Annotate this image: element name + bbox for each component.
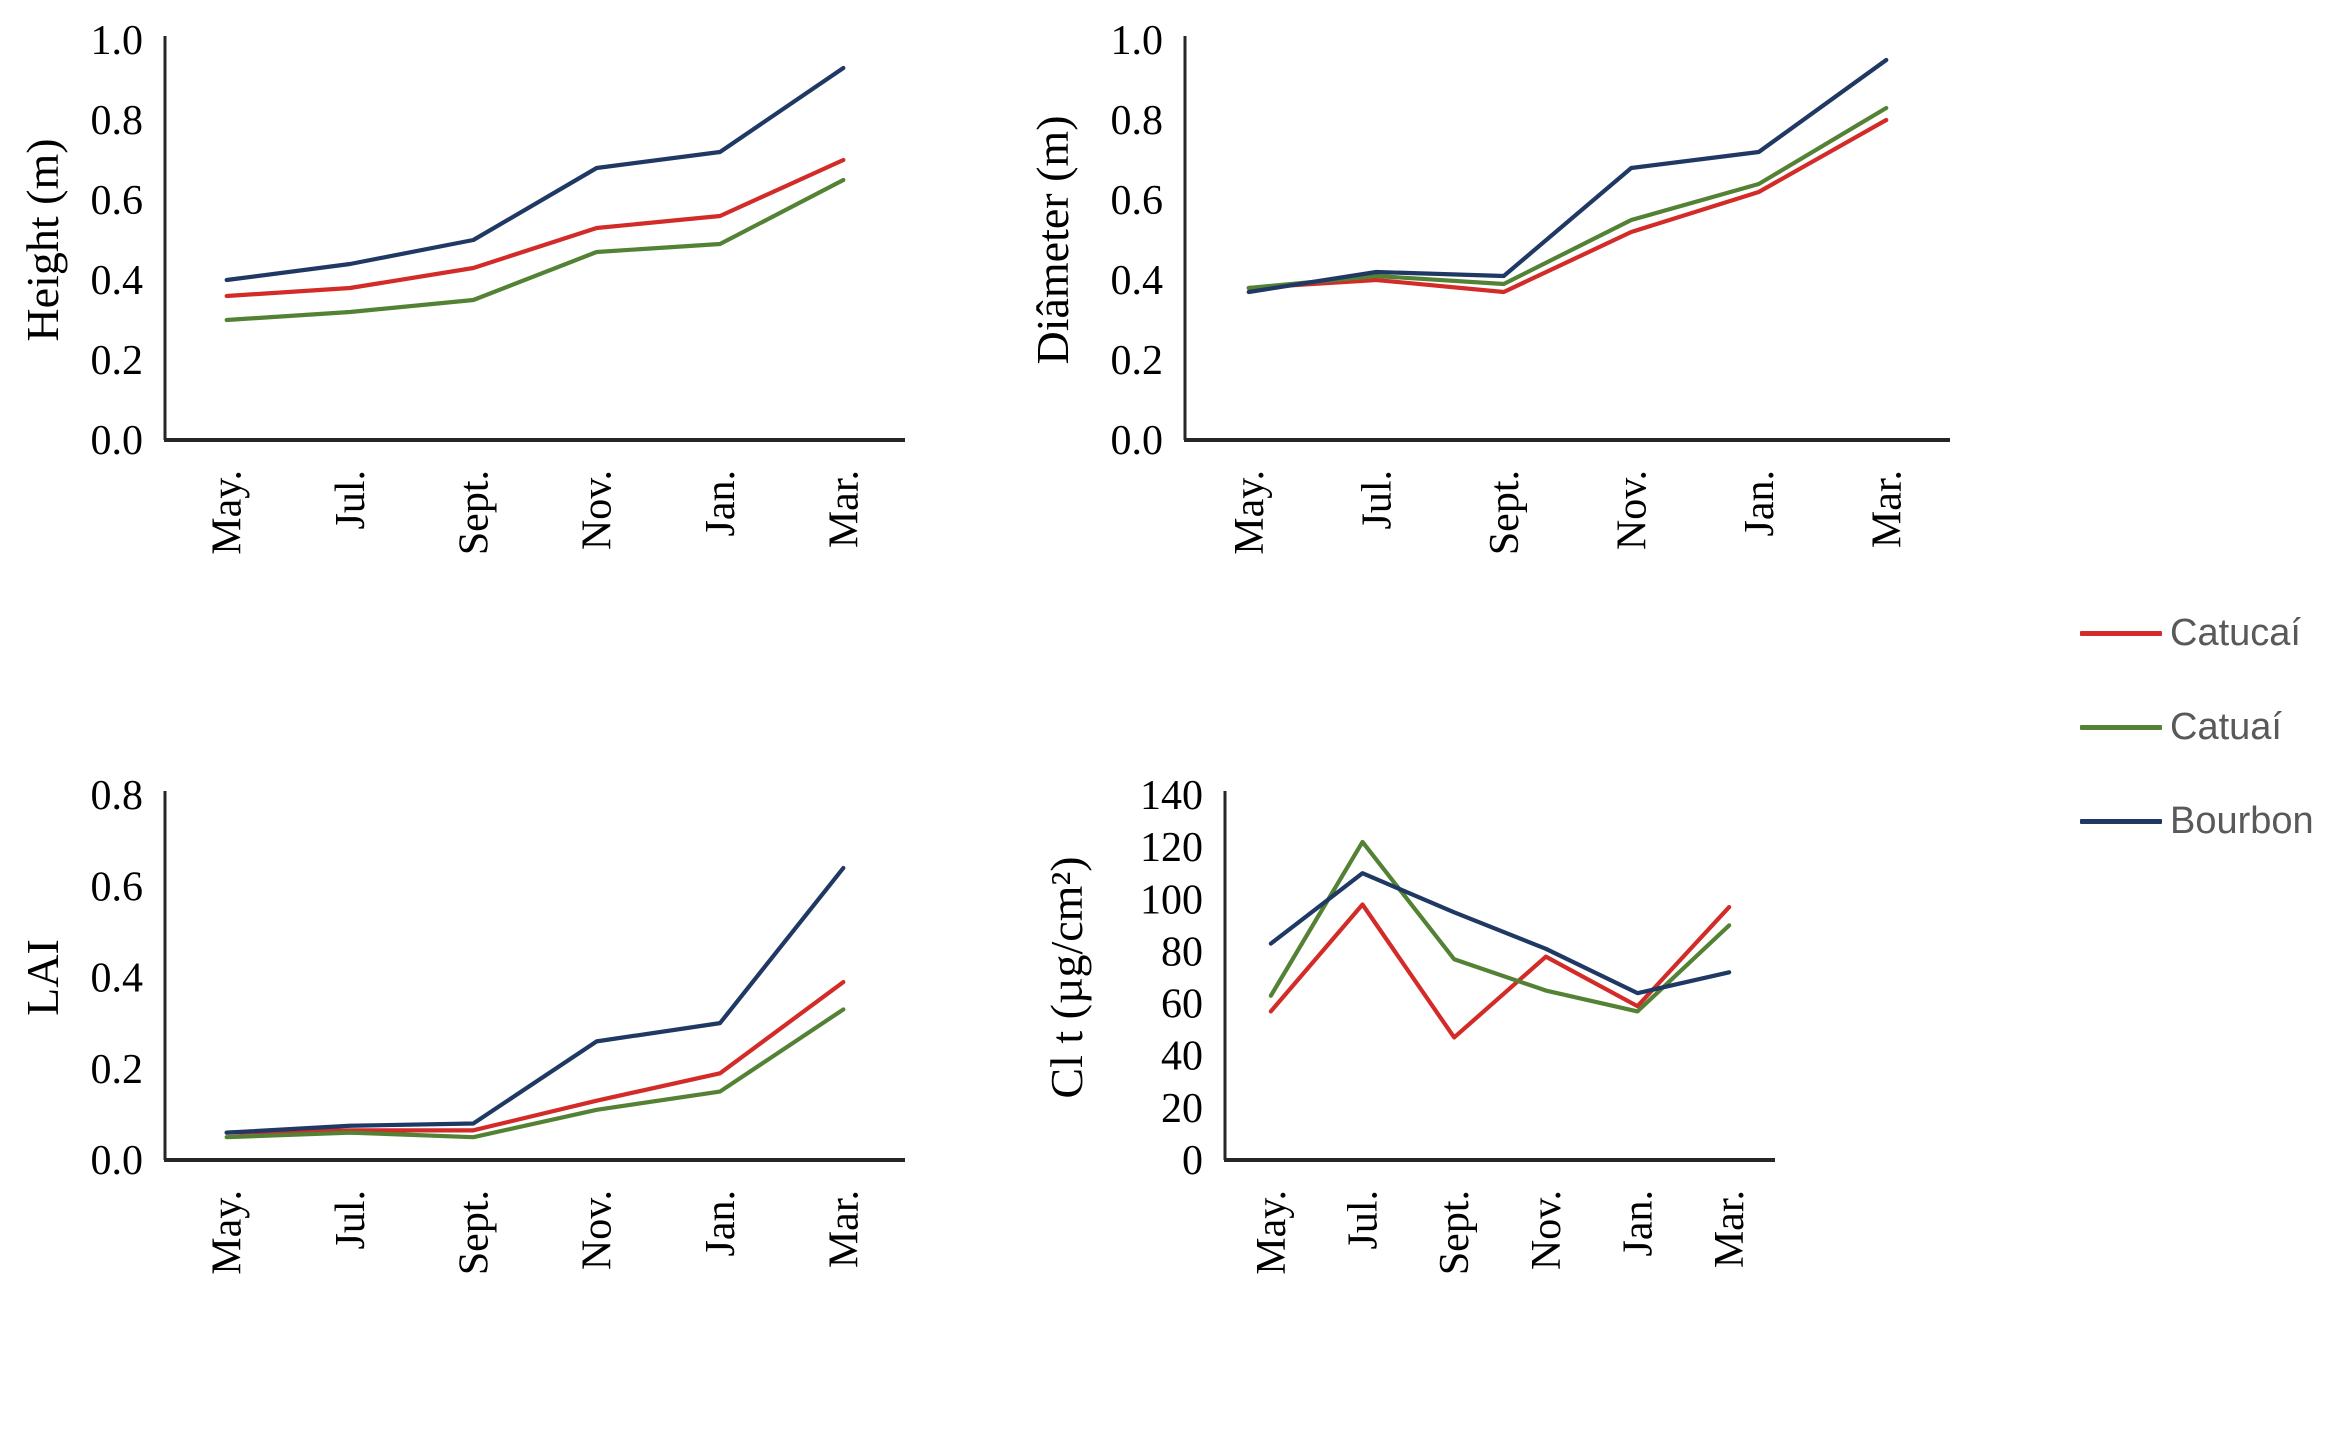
legend: Catucaí Catuaí Bourbon [2080,612,2314,842]
y-tick-label: 0.0 [91,418,144,464]
lai-chart-svg: 0.0 0.2 0.4 0.6 0.8 May. Jul. Sept. Nov. Jan. Mar.… [20,773,905,1275]
series-line-catuca [1246,117,1889,295]
clt-chart: 0 20 40 60 80 100 120 140 May. Jul. Sept. Nov. Jan. M… [1030,755,1980,1415]
y-tick-label: 40 [1161,1034,1203,1080]
clt-chart-svg: 0 20 40 60 80 100 120 140 May. Jul. Sept. Nov. Jan. M… [1041,773,1775,1275]
x-tick-label: Nov. [1524,1190,1570,1270]
series-line-catuca [224,157,846,299]
y-axis-title: Cl t (µg/cm²) [1041,856,1092,1098]
series-line-bourbon [1268,871,1732,996]
legend-label-bourbon: Bourbon [2170,800,2314,842]
y-tick-label: 0.4 [1111,258,1164,304]
series-line-bourbon [224,865,846,1135]
y-tick-label: 20 [1161,1086,1203,1132]
y-tick-label: 0.4 [91,956,144,1002]
legend-item-catuai: Catuaí [2080,706,2314,748]
y-tick-label: 1.0 [1111,18,1164,64]
y-tick-label: 80 [1161,929,1203,975]
legend-label-catuai: Catuaí [2170,706,2282,748]
series-line-catuca [1268,902,1732,1040]
legend-line-catucai-icon [2080,630,2162,636]
x-tick-label: Sept. [451,1190,497,1275]
y-tick-label: 140 [1140,773,1203,819]
x-tick-label: Jul. [1341,1190,1387,1250]
series-line-catuca [224,979,846,1135]
x-tick-label: May. [1227,470,1273,555]
height-chart-svg: 0.0 0.2 0.4 0.6 0.8 1.0 May. Jul. Sept. Nov. Jan. M… [20,18,905,555]
lai-chart: 0.0 0.2 0.4 0.6 0.8 May. Jul. Sept. Nov. Jan. Mar.… [20,755,970,1415]
x-tick-label: Mar. [821,470,867,548]
series-line-catua [224,177,846,323]
x-tick-label: Nov. [1609,470,1655,550]
y-tick-label: 0.0 [1111,418,1164,464]
y-tick-label: 120 [1140,825,1203,871]
x-tick-label: Mar. [821,1190,867,1268]
series-line-bourbon [224,65,846,283]
y-tick-label: 0.8 [1111,98,1164,144]
x-tick-label: Jul. [328,1190,374,1250]
diameter-chart-svg: 0.0 0.2 0.4 0.6 0.8 1.0 May. Jul. Sept. Nov. Jan. M… [1030,18,1950,555]
x-tick-label: Nov. [575,470,621,550]
y-axis-title: Height (m) [20,138,68,341]
y-axis-title: Diâmeter (m) [1030,115,1078,364]
y-tick-label: 100 [1140,877,1203,923]
x-tick-label: Jan. [1616,1190,1662,1257]
x-tick-label: Nov. [575,1190,621,1270]
x-tick-label: Sept. [1482,470,1528,555]
legend-label-catucai: Catucaí [2170,612,2301,654]
x-tick-label: Jan. [1737,470,1783,537]
legend-line-catuai-icon [2080,724,2162,730]
x-tick-label: Jan. [698,1190,744,1257]
diameter-chart: 0.0 0.2 0.4 0.6 0.8 1.0 May. Jul. Sept. Nov. Jan. M… [1030,5,1980,665]
y-tick-label: 1.0 [91,18,144,64]
x-tick-label: May. [205,1190,251,1275]
series-line-bourbon [1246,57,1889,295]
y-tick-label: 0.2 [91,1047,144,1093]
y-tick-label: 0.2 [91,338,144,384]
y-tick-label: 0.6 [91,178,144,224]
y-tick-label: 0.8 [91,98,144,144]
x-tick-label: Mar. [1707,1190,1753,1268]
series-line-catua [1246,105,1889,291]
x-tick-label: May. [1249,1190,1295,1275]
legend-line-bourbon-icon [2080,818,2162,824]
y-axis-title: LAI [20,939,68,1016]
y-tick-label: 0.2 [1111,338,1164,384]
y-tick-label: 0.6 [1111,178,1164,224]
x-tick-label: Jan. [698,470,744,537]
series-line-catua [224,1007,846,1140]
y-tick-label: 0 [1182,1138,1203,1184]
x-tick-label: May. [205,470,251,555]
series-line-catua [1268,839,1732,1014]
y-tick-label: 0.6 [91,864,144,910]
legend-item-bourbon: Bourbon [2080,800,2314,842]
height-chart: 0.0 0.2 0.4 0.6 0.8 1.0 May. Jul. Sept. Nov. Jan. M… [20,5,970,665]
legend-item-catucai: Catucaí [2080,612,2314,654]
y-tick-label: 60 [1161,982,1203,1028]
y-tick-label: 0.0 [91,1138,144,1184]
x-tick-label: Mar. [1864,470,1910,548]
x-tick-label: Jul. [1354,470,1400,530]
x-tick-label: Sept. [451,470,497,555]
x-tick-label: Sept. [1432,1190,1478,1275]
x-tick-label: Jul. [328,470,374,530]
y-tick-label: 0.4 [91,258,144,304]
y-tick-label: 0.8 [91,773,144,819]
